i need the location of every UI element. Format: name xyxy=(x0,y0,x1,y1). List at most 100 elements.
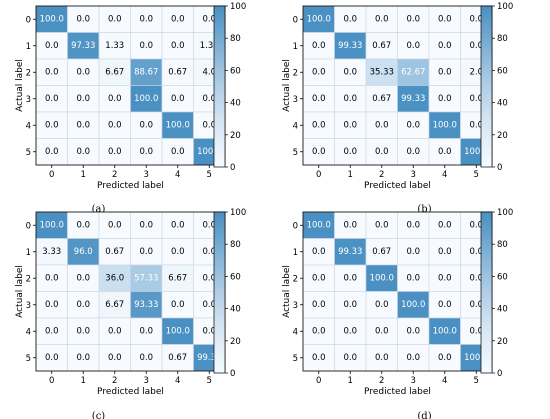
cell-value-label: 0.0 xyxy=(76,353,90,363)
cell-value-label: 0.0 xyxy=(375,14,389,24)
heatmap-cell xyxy=(334,238,367,266)
panel-caption: (b) xyxy=(417,204,431,215)
cell-value-label: 0.0 xyxy=(438,300,452,310)
cell-value-label: 0.0 xyxy=(171,247,185,257)
y-axis-label: Actual label xyxy=(15,265,25,318)
heatmap-cell xyxy=(428,238,461,266)
cell-value-label: 0.0 xyxy=(202,120,216,130)
cell-value-label: 0.0 xyxy=(312,353,326,363)
x-tick-label: 0 xyxy=(316,376,321,386)
heatmap-cell xyxy=(302,58,335,86)
heatmap-cell xyxy=(67,138,100,166)
cell-value-label: 0.0 xyxy=(469,300,483,310)
colorbar-tick-label: 100 xyxy=(230,208,246,218)
heatmap-cell xyxy=(365,238,398,266)
heatmap-cell xyxy=(302,5,335,33)
heatmap-cell xyxy=(67,32,100,60)
colorbar-tick-label: 100 xyxy=(497,2,513,12)
cell-value-label: 0.0 xyxy=(343,120,357,130)
heatmap-cell xyxy=(67,5,100,33)
cell-value-label: 0.0 xyxy=(438,67,452,77)
cell-value-label: 0.0 xyxy=(108,353,122,363)
heatmap-cell xyxy=(35,291,68,319)
heatmap-cell xyxy=(302,291,335,319)
cell-value-label: 0.0 xyxy=(202,300,216,310)
cell-value-label: 0.0 xyxy=(343,300,357,310)
cell-value-label: 100.0 xyxy=(433,120,457,130)
cell-value-label: 0.0 xyxy=(45,353,59,363)
cell-value-label: 0.0 xyxy=(312,67,326,77)
cell-value-label: 0.0 xyxy=(406,326,420,336)
heatmap-cell xyxy=(98,291,131,319)
cell-value-label: 0.0 xyxy=(139,220,153,230)
heatmap-cell xyxy=(98,264,131,292)
y-tick-label: 0 xyxy=(26,15,31,25)
cell-value-label: 0.0 xyxy=(312,273,326,283)
x-tick-label: 4 xyxy=(175,170,180,180)
colorbar-tick-label: 80 xyxy=(230,240,241,250)
heatmap-cell xyxy=(161,58,194,86)
cell-value-label: 0.0 xyxy=(139,326,153,336)
cell-value-label: 0.0 xyxy=(469,14,483,24)
heatmap-cell xyxy=(67,58,100,86)
cell-value-label: 0.0 xyxy=(45,326,59,336)
cell-value-label: 0.0 xyxy=(76,273,90,283)
cell-value-label: 0.0 xyxy=(469,220,483,230)
cell-value-label: 0.0 xyxy=(375,220,389,230)
heatmap-cell xyxy=(302,32,335,60)
cell-value-label: 88.67 xyxy=(134,67,158,77)
x-tick-label: 0 xyxy=(49,170,54,180)
cell-value-label: 0.0 xyxy=(76,326,90,336)
cell-value-label: 100.0 xyxy=(401,300,425,310)
cell-value-label: 6.67 xyxy=(105,300,124,310)
colorbar-tick-label: 0 xyxy=(230,369,235,379)
cell-value-label: 0.0 xyxy=(76,147,90,157)
cell-value-label: 0.0 xyxy=(406,41,420,51)
heatmap-cell xyxy=(161,317,194,345)
cell-value-label: 0.0 xyxy=(406,14,420,24)
cell-value-label: 0.0 xyxy=(312,147,326,157)
cell-value-label: 0.0 xyxy=(406,247,420,257)
colorbar-tick-label: 60 xyxy=(230,66,241,76)
heatmap-cell xyxy=(334,317,367,345)
y-tick-label: 5 xyxy=(26,354,31,364)
heatmap-cell xyxy=(161,111,194,139)
x-tick-label: 3 xyxy=(144,376,149,386)
x-axis-label: Predicted label xyxy=(364,181,431,191)
heatmap-cell xyxy=(428,211,461,239)
y-tick-label: 2 xyxy=(293,68,298,78)
cell-value-label: 0.0 xyxy=(312,300,326,310)
cell-value-label: 0.0 xyxy=(438,273,452,283)
heatmap-cell xyxy=(302,344,335,372)
y-tick-label: 4 xyxy=(293,121,298,131)
cell-value-label: 0.0 xyxy=(406,220,420,230)
cell-value-label: 1.33 xyxy=(105,41,124,51)
heatmap-cell xyxy=(428,138,461,166)
x-tick-label: 4 xyxy=(442,170,447,180)
cell-value-label: 62.67 xyxy=(401,67,425,77)
x-tick-label: 5 xyxy=(474,376,479,386)
y-tick-label: 5 xyxy=(293,354,298,364)
heatmap-cell xyxy=(365,111,398,139)
heatmap-cell xyxy=(302,211,335,239)
y-tick-label: 5 xyxy=(293,148,298,158)
cell-value-label: 0.0 xyxy=(469,120,483,130)
cell-value-label: 0.67 xyxy=(372,41,391,51)
cell-value-label: 100.0 xyxy=(40,220,64,230)
heatmap-cell xyxy=(365,58,398,86)
y-tick-label: 3 xyxy=(26,301,31,311)
colorbar-tick-label: 20 xyxy=(497,337,508,347)
heatmap-cell xyxy=(334,264,367,292)
cell-value-label: 0.0 xyxy=(139,353,153,363)
cell-value-label: 6.67 xyxy=(105,67,124,77)
cell-value-label: 4.0 xyxy=(202,67,216,77)
x-tick-label: 4 xyxy=(175,376,180,386)
y-tick-label: 4 xyxy=(26,327,31,337)
cell-value-label: 97.33 xyxy=(71,41,95,51)
cell-value-label: 0.0 xyxy=(76,67,90,77)
cell-value-label: 0.0 xyxy=(375,353,389,363)
cell-value-label: 0.0 xyxy=(312,326,326,336)
colorbar-tick-label: 20 xyxy=(230,131,241,141)
cell-value-label: 0.67 xyxy=(168,353,187,363)
